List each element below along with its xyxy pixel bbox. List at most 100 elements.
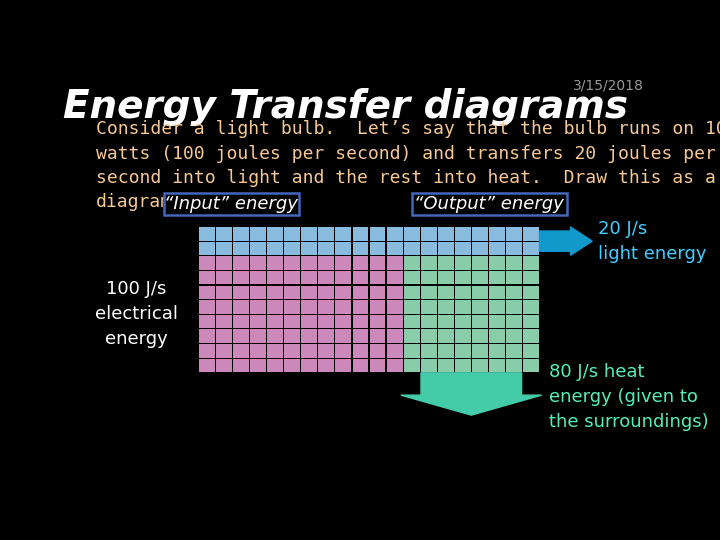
Bar <box>387 227 402 240</box>
Bar <box>318 242 334 255</box>
Bar <box>387 286 402 299</box>
Bar <box>284 256 300 270</box>
Bar <box>472 242 487 255</box>
Bar <box>523 300 539 314</box>
Bar <box>455 315 471 328</box>
Bar <box>404 242 420 255</box>
Bar <box>284 286 300 299</box>
Bar <box>216 344 232 357</box>
Bar <box>420 315 436 328</box>
Bar <box>506 359 522 372</box>
Bar <box>336 359 351 372</box>
Bar <box>284 329 300 343</box>
Bar <box>199 300 215 314</box>
Bar <box>233 315 249 328</box>
Bar <box>369 286 385 299</box>
Bar <box>472 286 487 299</box>
Bar <box>318 271 334 285</box>
Bar <box>318 359 334 372</box>
Bar <box>353 227 369 240</box>
FancyArrow shape <box>401 373 541 415</box>
Text: 20 J/s
light energy: 20 J/s light energy <box>598 220 707 262</box>
Bar <box>438 300 454 314</box>
Bar <box>318 256 334 270</box>
Bar <box>420 227 436 240</box>
Bar <box>302 329 318 343</box>
Bar <box>216 329 232 343</box>
Bar <box>404 271 420 285</box>
Bar <box>489 227 505 240</box>
Bar <box>216 242 232 255</box>
Bar <box>216 286 232 299</box>
Bar <box>199 344 215 357</box>
Bar <box>438 271 454 285</box>
Bar <box>506 286 522 299</box>
Bar <box>455 329 471 343</box>
Bar <box>455 242 471 255</box>
Bar <box>267 227 283 240</box>
Bar <box>336 271 351 285</box>
Bar <box>216 227 232 240</box>
Bar <box>353 329 369 343</box>
Bar <box>420 359 436 372</box>
Bar <box>420 344 436 357</box>
Bar <box>233 300 249 314</box>
Bar <box>489 359 505 372</box>
Bar <box>455 227 471 240</box>
Bar <box>387 242 402 255</box>
Bar <box>199 359 215 372</box>
Bar <box>369 329 385 343</box>
Bar <box>302 344 318 357</box>
Bar <box>284 344 300 357</box>
Bar <box>420 286 436 299</box>
Bar <box>506 344 522 357</box>
Bar <box>455 271 471 285</box>
Bar <box>336 300 351 314</box>
Bar <box>506 315 522 328</box>
Bar <box>455 256 471 270</box>
Bar <box>251 329 266 343</box>
Bar <box>251 242 266 255</box>
Bar <box>353 315 369 328</box>
Bar <box>404 315 420 328</box>
Bar <box>438 359 454 372</box>
Bar <box>251 359 266 372</box>
Bar <box>267 300 283 314</box>
Bar <box>216 300 232 314</box>
Bar <box>506 300 522 314</box>
Bar <box>233 242 249 255</box>
Text: 100 J/s
electrical
energy: 100 J/s electrical energy <box>95 280 178 348</box>
Bar <box>336 315 351 328</box>
Bar <box>404 256 420 270</box>
Bar <box>472 256 487 270</box>
Bar <box>455 300 471 314</box>
Text: 3/15/2018: 3/15/2018 <box>573 79 644 93</box>
Bar <box>267 329 283 343</box>
Bar <box>438 329 454 343</box>
Bar <box>284 300 300 314</box>
Bar <box>251 256 266 270</box>
Bar <box>506 227 522 240</box>
Bar <box>523 227 539 240</box>
Bar <box>233 227 249 240</box>
Bar <box>336 227 351 240</box>
Bar <box>438 242 454 255</box>
Bar <box>302 286 318 299</box>
Bar <box>233 344 249 357</box>
Bar <box>506 256 522 270</box>
Bar <box>523 359 539 372</box>
Bar <box>387 271 402 285</box>
Bar <box>455 286 471 299</box>
Bar <box>302 359 318 372</box>
Bar <box>251 286 266 299</box>
Bar <box>302 271 318 285</box>
Bar <box>472 227 487 240</box>
Bar <box>302 315 318 328</box>
Bar <box>404 300 420 314</box>
Bar <box>318 227 334 240</box>
Bar <box>489 271 505 285</box>
Bar <box>284 315 300 328</box>
Bar <box>302 227 318 240</box>
Bar <box>489 242 505 255</box>
Bar <box>387 315 402 328</box>
